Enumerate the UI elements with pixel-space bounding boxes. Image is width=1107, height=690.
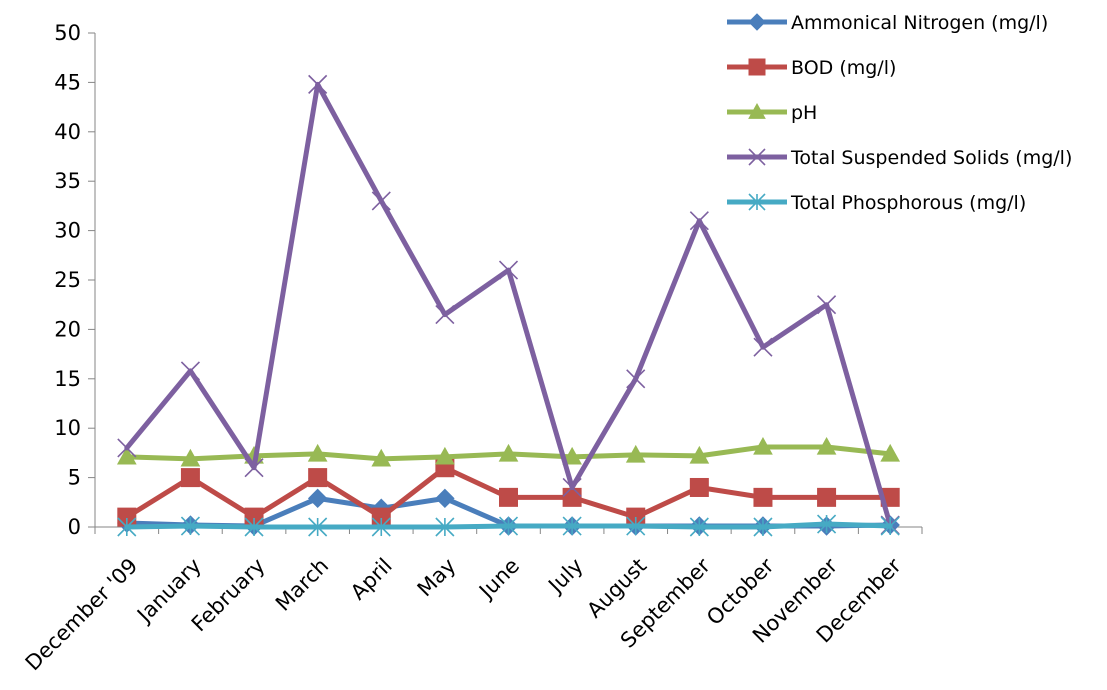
data-point-stroke [308,74,328,94]
data-point [308,468,328,488]
data-point [498,260,519,280]
data-point [562,516,582,536]
data-point [244,517,264,537]
y-tick-label: 10 [54,416,81,440]
y-tick-label: 5 [68,466,81,490]
data-point [180,468,200,488]
y-tick-label: 40 [54,120,81,144]
data-point [748,193,766,211]
data-point [435,517,455,537]
data-point-stroke [117,438,137,458]
data-point [308,74,328,94]
data-point [307,443,328,462]
data-point [689,517,709,537]
data-point [435,488,455,509]
data-point [689,445,710,464]
data-point [498,516,519,536]
data-point [371,517,391,537]
data-point [117,438,137,458]
data-point [753,517,773,537]
x-tick-label: May [413,554,461,602]
data-point [435,305,455,325]
series-1 [117,458,900,527]
legend-item: Ammonical Nitrogen (mg/l) [727,12,1048,34]
data-point [753,487,773,507]
data-point-stroke [626,369,646,389]
data-point [562,487,582,507]
data-point [498,443,519,462]
x-tick-label: June [473,554,524,605]
legend-label: Total Suspended Solids (mg/l) [790,147,1072,169]
data-point [308,517,328,537]
legend-item: Total Phosphorous (mg/l) [727,192,1026,214]
data-point [180,361,200,381]
data-point [499,487,518,507]
data-point-stroke [753,337,773,357]
data-point [244,458,264,478]
data-point-stroke [817,295,837,315]
data-point-stroke [748,148,766,166]
legend-item: pH [727,102,817,124]
data-point [817,295,837,315]
y-tick-label: 15 [54,367,81,391]
y-tick-label: 50 [54,21,81,45]
y-axis-ticks: 0 5 10 15 20 25 30 35 40 45 50 [54,21,95,539]
data-point [562,446,582,465]
data-point [817,514,837,534]
legend: Ammonical Nitrogen (mg/l) BOD (mg/l) pH Tot… [727,12,1072,214]
data-point-stroke [244,458,264,478]
x-tick-label: July [543,554,588,599]
data-point [626,369,646,389]
legend-label: Ammonical Nitrogen (mg/l) [791,12,1048,34]
data-point [117,517,137,537]
x-tick-label: December '09 [21,554,143,676]
data-point-stroke [180,361,200,381]
data-point [880,516,900,536]
data-point [689,211,709,231]
data-point [180,516,200,536]
data-point [689,477,709,497]
data-point [816,436,837,455]
y-tick-label: 25 [54,268,81,292]
data-point-stroke [498,260,519,280]
data-point [748,13,766,31]
data-point-stroke [562,477,582,498]
legend-label: Total Phosphorous (mg/l) [790,192,1026,214]
data-point-stroke [371,191,391,211]
y-tick-label: 35 [54,169,81,193]
data-point [625,444,646,463]
data-point [748,102,766,119]
data-point-stroke [435,305,455,325]
data-point [748,148,766,166]
data-point [435,446,455,465]
legend-label: BOD (mg/l) [791,57,896,79]
y-tick-label: 30 [54,219,81,243]
data-point [880,443,901,462]
data-point [753,337,773,357]
y-tick-label: 20 [54,317,81,341]
series-3 [117,74,900,535]
data-point [562,477,582,498]
y-tick-label: 0 [68,515,81,539]
legend-item: Total Suspended Solids (mg/l) [727,147,1072,169]
data-point [748,58,766,76]
data-point [371,448,392,467]
legend-label: pH [791,102,817,124]
data-point [817,487,837,507]
series-group [116,74,901,537]
legend-item: BOD (mg/l) [727,57,896,79]
data-point [307,488,328,509]
series-4 [117,514,900,537]
x-tick-label: March [271,554,333,616]
data-point [626,516,646,536]
data-point-stroke [689,211,709,231]
y-tick-label: 45 [54,70,81,94]
data-point [753,436,773,455]
x-tick-label: April [346,554,397,605]
data-point [116,446,137,465]
data-point [180,448,201,467]
data-point [371,191,391,211]
